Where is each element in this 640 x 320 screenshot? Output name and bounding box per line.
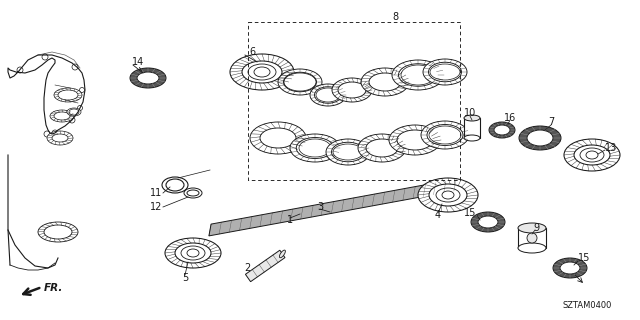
Text: 5: 5 [182, 273, 188, 283]
Ellipse shape [489, 122, 515, 138]
Ellipse shape [464, 115, 480, 121]
Text: 8: 8 [392, 12, 398, 22]
Ellipse shape [389, 125, 441, 155]
Text: 10: 10 [464, 108, 476, 118]
Ellipse shape [137, 72, 159, 84]
Ellipse shape [418, 178, 478, 212]
Text: 12: 12 [150, 202, 162, 212]
Text: 3: 3 [317, 202, 323, 212]
Ellipse shape [230, 54, 294, 90]
Ellipse shape [518, 243, 546, 253]
Ellipse shape [471, 212, 505, 232]
Polygon shape [209, 179, 456, 236]
Ellipse shape [314, 87, 342, 103]
Ellipse shape [130, 68, 166, 88]
Ellipse shape [519, 126, 561, 150]
Ellipse shape [54, 112, 70, 120]
Ellipse shape [442, 191, 454, 199]
Ellipse shape [553, 258, 587, 278]
Ellipse shape [50, 110, 74, 122]
Ellipse shape [69, 109, 79, 115]
Ellipse shape [44, 225, 72, 239]
Ellipse shape [332, 78, 372, 102]
Text: 15: 15 [578, 253, 590, 263]
Ellipse shape [338, 82, 366, 98]
Text: FR.: FR. [44, 283, 63, 293]
Ellipse shape [478, 216, 498, 228]
Ellipse shape [358, 134, 406, 162]
Ellipse shape [260, 128, 296, 148]
Text: 6: 6 [249, 47, 255, 57]
Ellipse shape [38, 222, 78, 242]
Ellipse shape [397, 130, 433, 150]
Ellipse shape [184, 188, 202, 198]
Bar [464, 118, 480, 138]
Ellipse shape [47, 131, 73, 145]
Ellipse shape [494, 125, 510, 135]
Ellipse shape [54, 88, 82, 102]
Ellipse shape [392, 60, 444, 90]
Ellipse shape [248, 64, 276, 80]
Text: 14: 14 [132, 57, 144, 67]
Ellipse shape [332, 142, 365, 162]
Ellipse shape [162, 177, 188, 193]
Ellipse shape [310, 84, 346, 106]
Ellipse shape [423, 59, 467, 85]
Circle shape [527, 233, 537, 243]
Ellipse shape [187, 249, 199, 257]
Ellipse shape [326, 139, 370, 165]
Text: 7: 7 [548, 117, 554, 127]
Ellipse shape [366, 139, 398, 157]
Ellipse shape [429, 184, 467, 206]
Text: 9: 9 [533, 223, 539, 233]
Ellipse shape [290, 134, 340, 162]
Ellipse shape [429, 62, 461, 82]
Ellipse shape [242, 61, 282, 83]
Ellipse shape [278, 69, 322, 95]
Text: 4: 4 [435, 210, 441, 220]
Text: 11: 11 [150, 188, 162, 198]
Ellipse shape [564, 139, 620, 171]
Polygon shape [245, 250, 285, 282]
Text: 13: 13 [605, 143, 617, 153]
Ellipse shape [464, 135, 480, 141]
Ellipse shape [58, 90, 78, 100]
Ellipse shape [518, 223, 546, 233]
Bar [518, 228, 546, 248]
Ellipse shape [436, 188, 460, 202]
Text: SZTAM0400: SZTAM0400 [563, 301, 612, 310]
Ellipse shape [399, 64, 438, 86]
Ellipse shape [280, 250, 285, 258]
Ellipse shape [254, 67, 270, 77]
Ellipse shape [187, 190, 199, 196]
Text: 16: 16 [504, 113, 516, 123]
Ellipse shape [165, 238, 221, 268]
Ellipse shape [586, 151, 598, 159]
Ellipse shape [527, 130, 553, 146]
Ellipse shape [296, 138, 333, 158]
Ellipse shape [67, 108, 81, 116]
Ellipse shape [421, 121, 469, 149]
Text: 15: 15 [463, 208, 476, 218]
Ellipse shape [166, 179, 184, 191]
Text: 1: 1 [287, 215, 293, 225]
Ellipse shape [580, 148, 604, 162]
Text: 2: 2 [244, 263, 250, 273]
Ellipse shape [175, 243, 211, 263]
Ellipse shape [361, 68, 409, 96]
Ellipse shape [52, 134, 68, 142]
Ellipse shape [250, 122, 306, 154]
Ellipse shape [574, 145, 610, 165]
Ellipse shape [427, 124, 463, 146]
Ellipse shape [560, 262, 580, 274]
Ellipse shape [284, 72, 317, 92]
Ellipse shape [369, 73, 401, 91]
Ellipse shape [181, 246, 205, 260]
